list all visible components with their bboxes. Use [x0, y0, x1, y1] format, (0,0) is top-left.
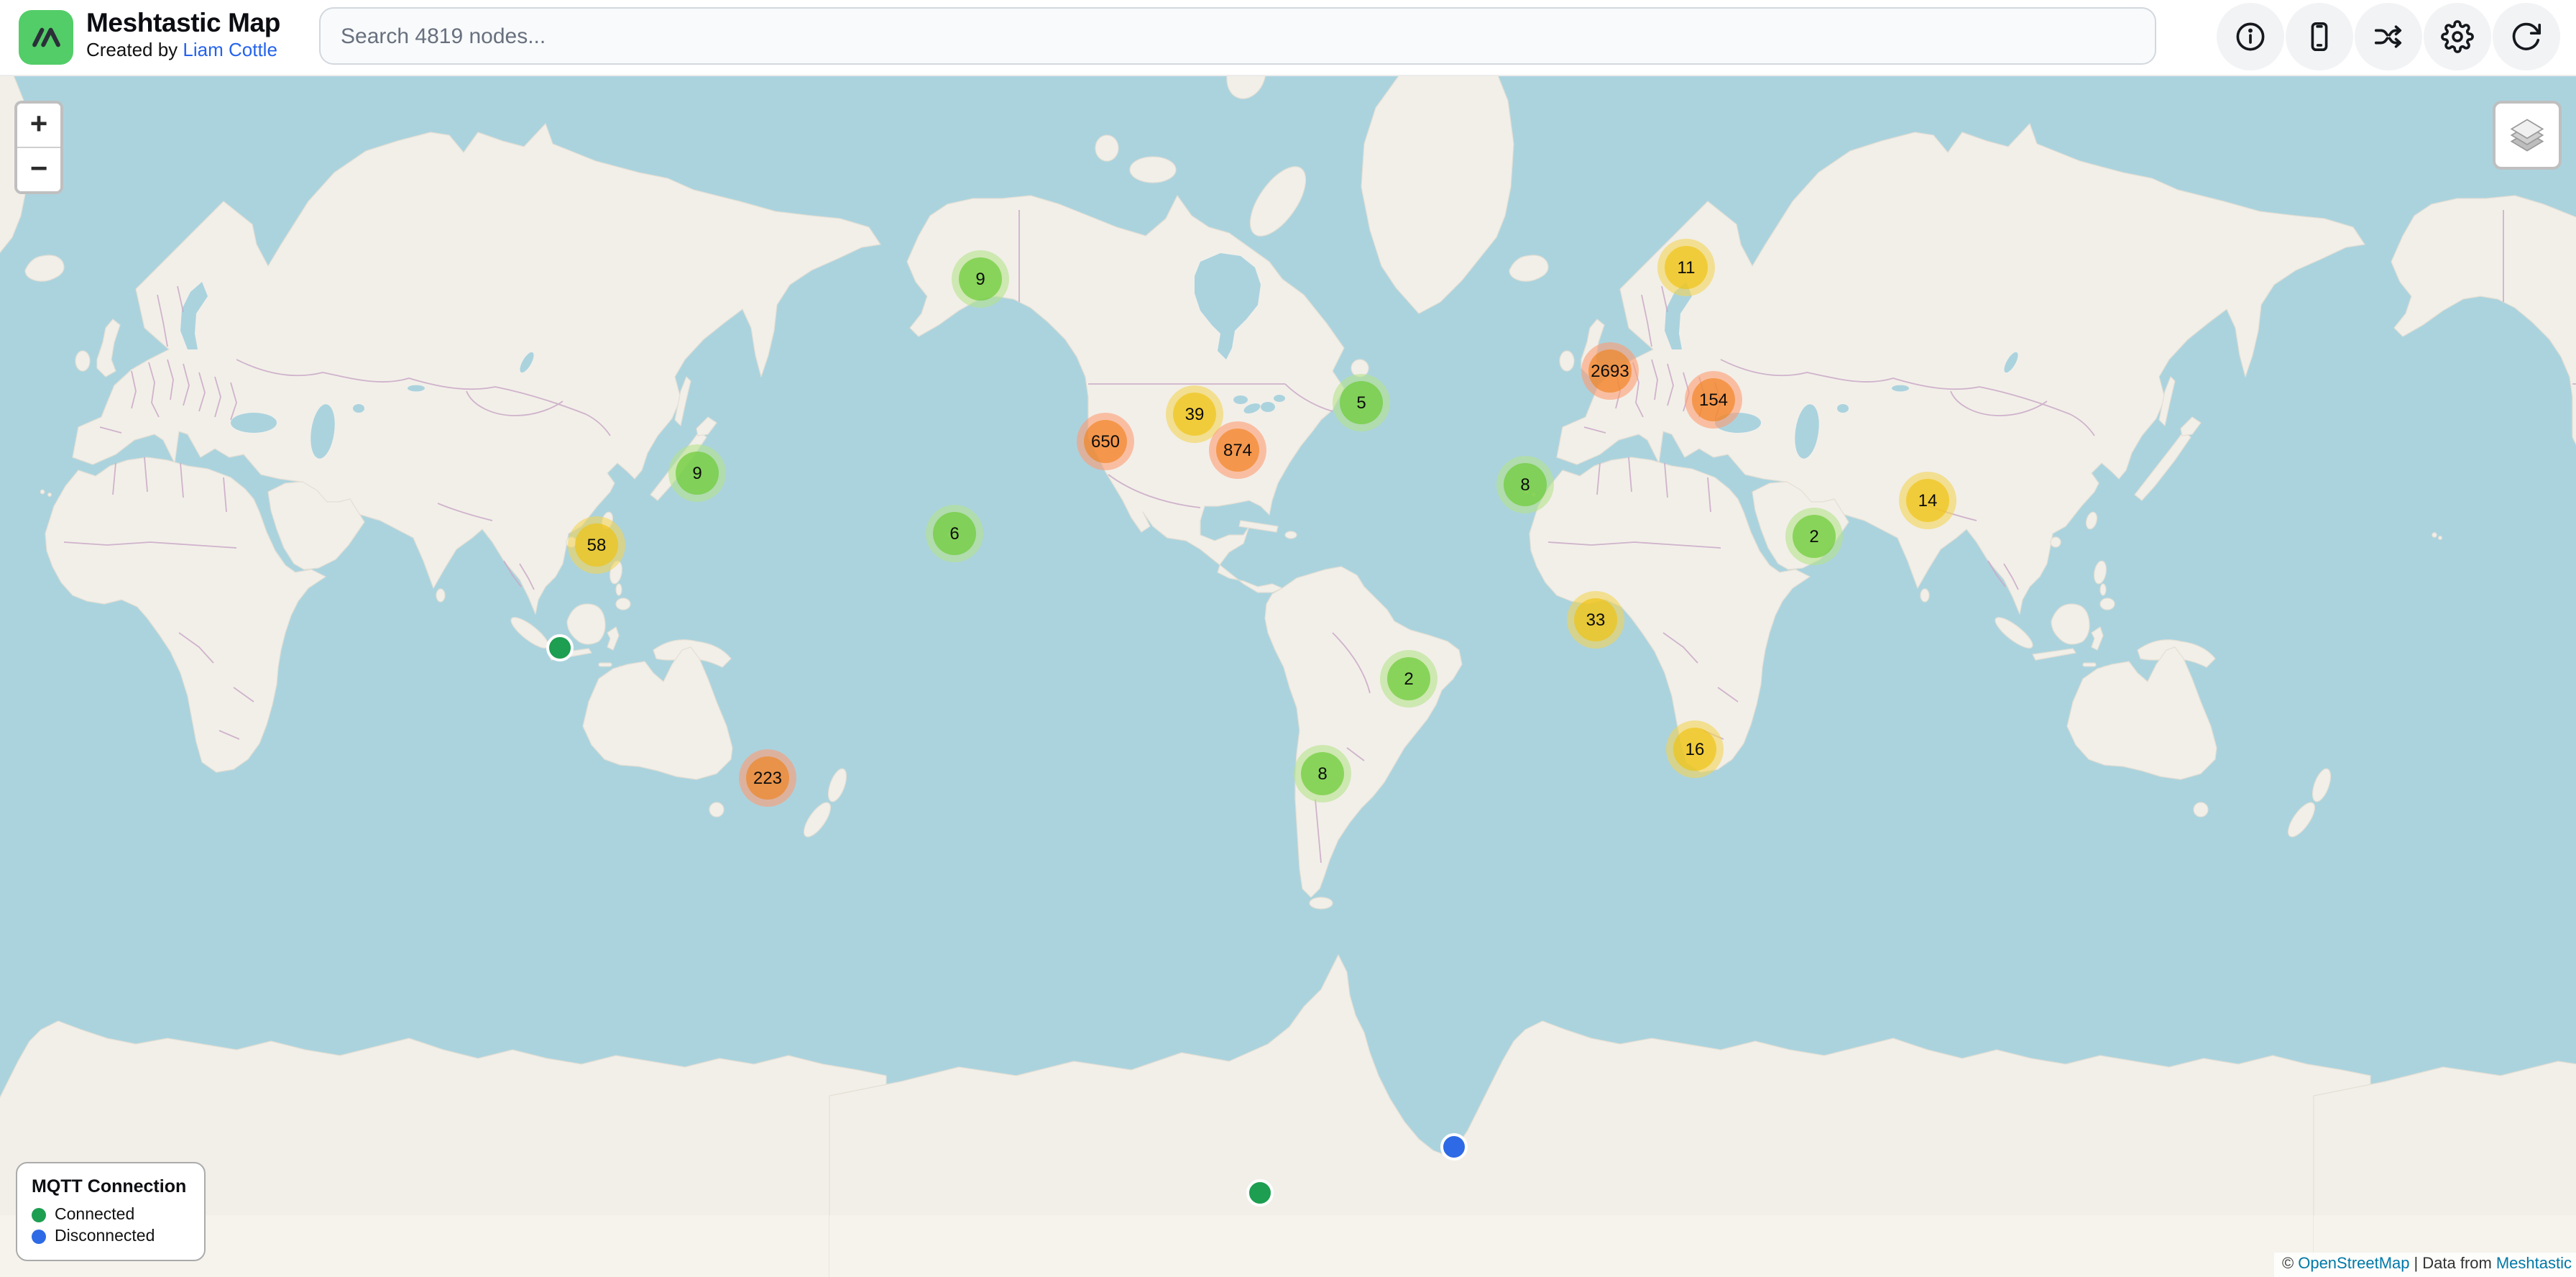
cluster-count: 16: [1673, 728, 1716, 771]
attribution-middle-text: Data from: [2422, 1255, 2492, 1273]
meshtastic-logo: [19, 10, 73, 65]
info-button[interactable]: [2217, 3, 2284, 70]
legend-item: Disconnected: [32, 1228, 187, 1245]
cluster-marker[interactable]: 2: [1785, 508, 1843, 565]
zoom-in-button[interactable]: +: [17, 104, 60, 147]
cluster-count: 2: [1793, 515, 1836, 558]
byline: Created by Liam Cottle: [86, 39, 280, 63]
cluster-count: 9: [959, 257, 1002, 301]
cluster-marker[interactable]: 6: [926, 505, 983, 562]
legend-dot: [32, 1208, 46, 1222]
attribution-divider: |: [2414, 1255, 2419, 1273]
zoom-out-button[interactable]: −: [17, 147, 60, 191]
cluster-marker[interactable]: 223: [739, 749, 796, 807]
node-marker-connected[interactable]: [546, 633, 573, 661]
cluster-count: 223: [746, 756, 789, 800]
openstreetmap-link[interactable]: OpenStreetMap: [2298, 1255, 2410, 1273]
cluster-count: 39: [1173, 393, 1216, 436]
cluster-marker[interactable]: 14: [1899, 472, 1956, 529]
search-input[interactable]: [319, 7, 2156, 65]
info-icon: [2236, 22, 2265, 51]
title-block: Meshtastic Map Created by Liam Cottle: [86, 7, 280, 62]
shuffle-icon: [2374, 25, 2402, 48]
cluster-count: 8: [1301, 752, 1344, 795]
cluster-marker[interactable]: 154: [1685, 371, 1742, 429]
cluster-marker[interactable]: 2693: [1581, 342, 1639, 400]
mobile-app-button[interactable]: [2286, 3, 2353, 70]
meshtastic-logo-icon: [32, 27, 60, 47]
legend-items: Connected Disconnected: [32, 1207, 187, 1245]
cluster-count: 5: [1340, 381, 1383, 424]
cluster-marker[interactable]: 8: [1496, 456, 1554, 513]
cluster-count: 6: [933, 512, 976, 555]
mqtt-connection-legend: MQTT Connection Connected Disconnected: [16, 1162, 206, 1261]
cluster-count: 154: [1692, 378, 1735, 421]
refresh-icon: [2512, 22, 2542, 50]
settings-button[interactable]: [2424, 3, 2491, 70]
legend-label: Disconnected: [55, 1228, 155, 1245]
cluster-marker[interactable]: 9: [668, 444, 726, 502]
byline-prefix: Created by: [86, 39, 183, 61]
smartphone-icon: [2311, 22, 2328, 52]
page-title: Meshtastic Map: [86, 7, 280, 37]
app-header: Meshtastic Map Created by Liam Cottle: [0, 0, 2576, 76]
cluster-marker[interactable]: 16: [1666, 720, 1724, 778]
legend-title: MQTT Connection: [32, 1176, 187, 1196]
cluster-marker[interactable]: 8: [1294, 745, 1351, 802]
header-toolbar: [2217, 3, 2560, 70]
cluster-count: 2693: [1588, 349, 1632, 393]
cluster-marker[interactable]: 33: [1567, 591, 1624, 649]
random-node-button[interactable]: [2355, 3, 2422, 70]
cluster-marker[interactable]: 650: [1077, 413, 1134, 470]
copyright-symbol: ©: [2282, 1255, 2294, 1273]
cluster-count: 14: [1906, 479, 1949, 522]
legend-label: Connected: [55, 1207, 135, 1224]
legend-item: Connected: [32, 1207, 187, 1224]
cluster-count: 2: [1387, 657, 1430, 700]
layers-control-button[interactable]: [2493, 101, 2562, 170]
cluster-count: 8: [1504, 463, 1547, 506]
cluster-count: 650: [1084, 420, 1127, 463]
node-marker-connected[interactable]: [1246, 1178, 1273, 1206]
cluster-count: 11: [1665, 246, 1708, 289]
cluster-count: 33: [1574, 598, 1617, 641]
refresh-button[interactable]: [2493, 3, 2560, 70]
gear-icon: [2441, 20, 2474, 53]
cluster-marker[interactable]: 5: [1333, 374, 1390, 431]
cluster-marker[interactable]: 58: [568, 516, 625, 574]
cluster-marker[interactable]: 11: [1657, 239, 1715, 296]
cluster-count: 874: [1216, 429, 1259, 472]
legend-dot: [32, 1230, 46, 1244]
zoom-control: + −: [14, 101, 63, 194]
meshtastic-link[interactable]: Meshtastic: [2496, 1255, 2572, 1273]
liam-cottle-link[interactable]: Liam Cottle: [183, 39, 277, 61]
cluster-marker[interactable]: 2: [1380, 650, 1438, 708]
cluster-marker[interactable]: 9: [952, 250, 1009, 308]
map-attribution: © OpenStreetMap | Data from Meshtastic: [2273, 1253, 2576, 1277]
node-marker-disconnected[interactable]: [1440, 1132, 1467, 1160]
cluster-count: 58: [575, 523, 618, 567]
cluster-marker[interactable]: 874: [1209, 421, 1266, 479]
layers-icon: [2510, 119, 2544, 152]
cluster-count: 9: [676, 452, 719, 495]
